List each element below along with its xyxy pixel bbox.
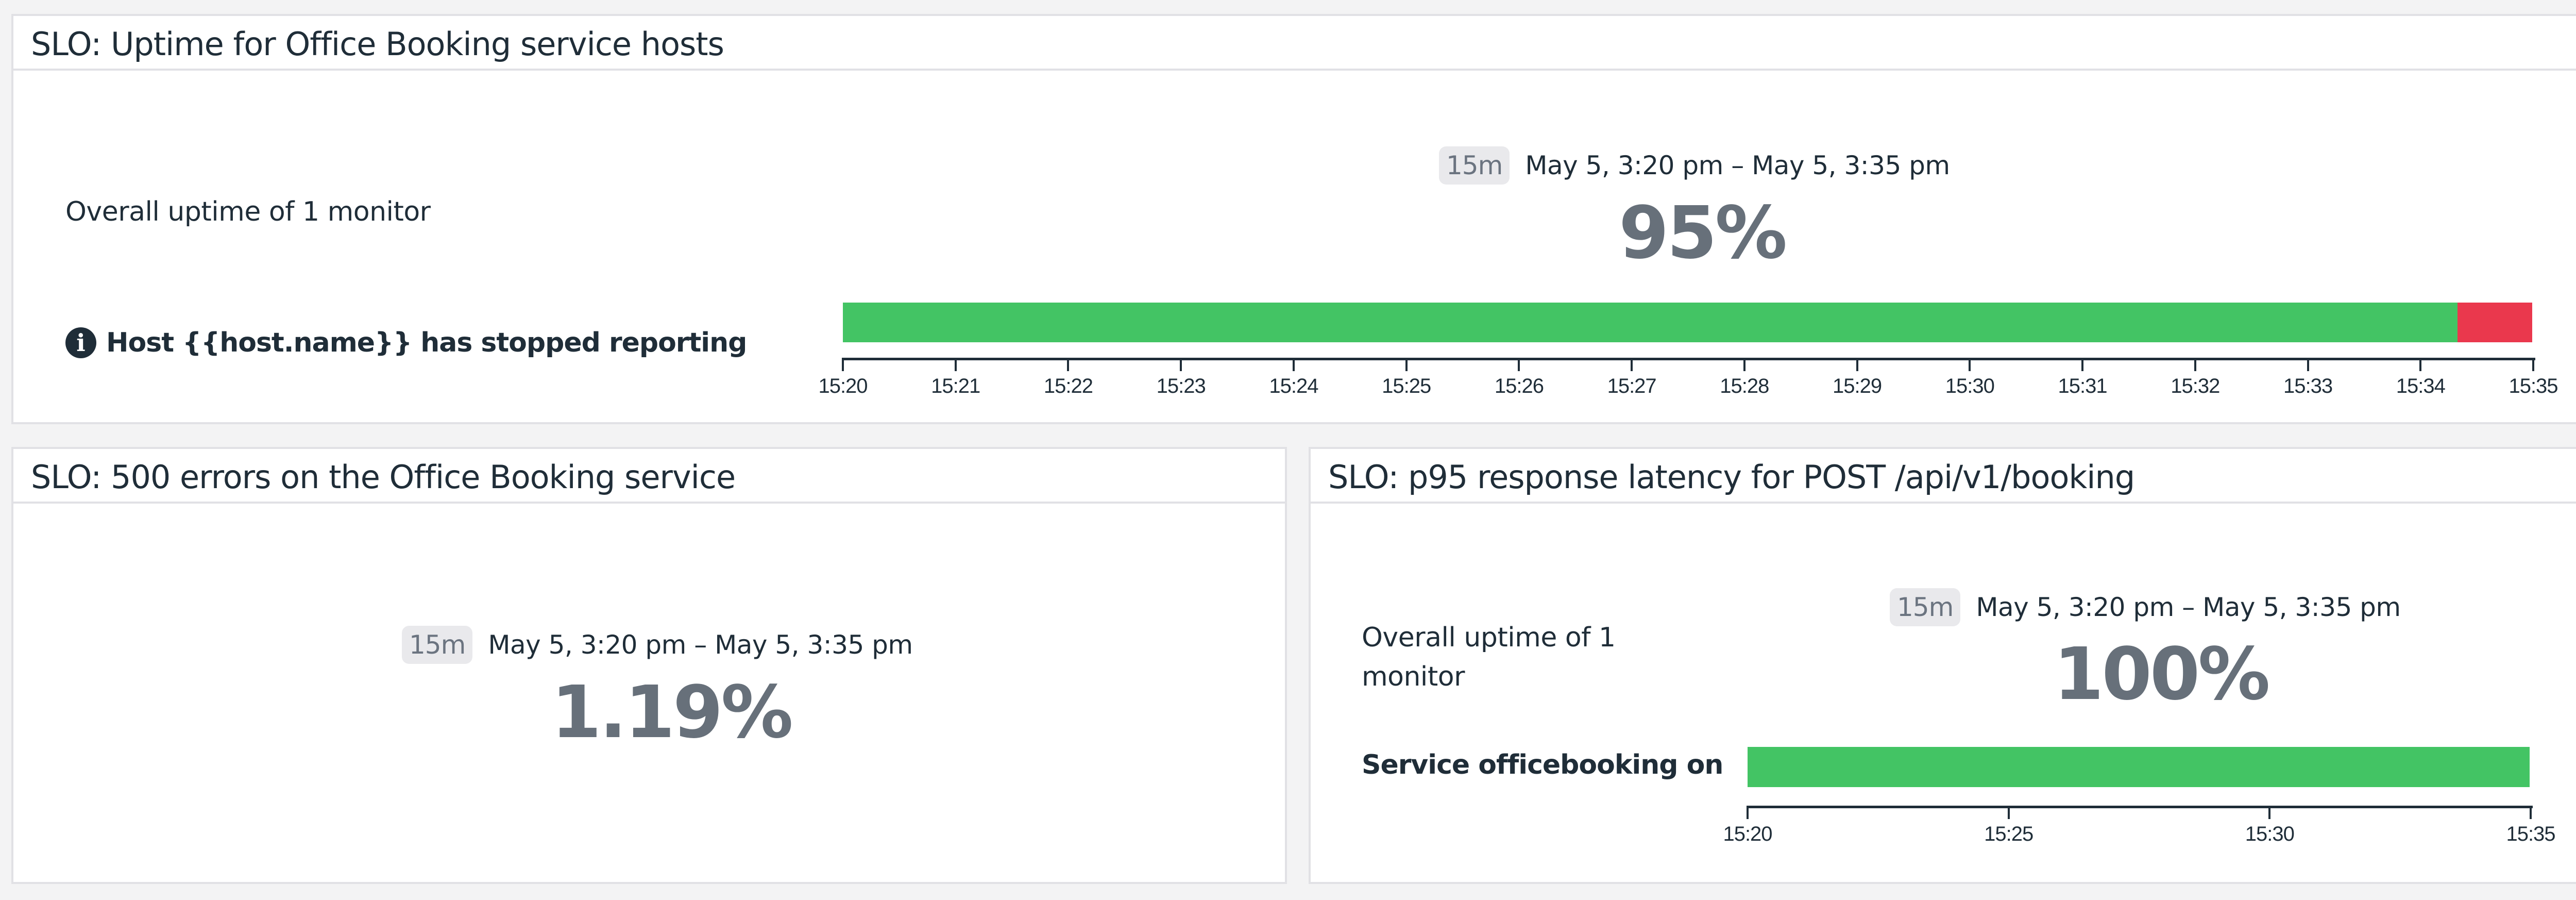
axis-tick-label: 15:25 (1984, 823, 2033, 845)
time-range-text: May 5, 3:20 pm – May 5, 3:35 pm (488, 630, 913, 660)
info-circle-icon: i (65, 327, 96, 358)
summary-label-line1: Overall uptime of 1 (1362, 622, 1616, 653)
axis-tick-label: 15:20 (1723, 823, 1772, 845)
axis-tick (2081, 358, 2084, 371)
axis-tick-label: 15:31 (2058, 375, 2108, 397)
time-range: 15m May 5, 3:20 pm – May 5, 3:35 pm (1890, 588, 2401, 626)
uptime-bar[interactable] (1748, 747, 2530, 787)
axis-tick (1747, 806, 1749, 819)
summary-label: Overall uptime of 1 monitor (65, 196, 431, 227)
axis-tick-label: 15:22 (1043, 375, 1093, 397)
axis-tick (1518, 358, 1520, 371)
axis-tick (954, 358, 957, 371)
axis-tick-label: 15:29 (1833, 375, 1882, 397)
axis-tick-label: 15:30 (1945, 375, 1995, 397)
axis-tick (2007, 806, 2010, 819)
summary-label-line2: monitor (1362, 661, 1465, 692)
axis-tick (2268, 806, 2271, 819)
axis-tick-label: 15:28 (1720, 375, 1769, 397)
widget-title: SLO: p95 response latency for POST /api/… (1328, 458, 2135, 496)
time-window-badge: 15m (402, 626, 473, 664)
axis-tick-label: 15:35 (2506, 823, 2555, 845)
slo-widget-uptime[interactable]: SLO: Uptime for Office Booking service h… (11, 14, 2576, 424)
time-window-badge: 15m (1439, 146, 1510, 185)
axis-tick-label: 15:25 (1382, 375, 1431, 397)
time-axis (1747, 806, 2533, 808)
time-range-text: May 5, 3:20 pm – May 5, 3:35 pm (1976, 592, 2401, 622)
axis-tick-label: 15:33 (2283, 375, 2333, 397)
axis-tick (1969, 358, 1971, 371)
axis-tick-label: 15:35 (2509, 375, 2558, 397)
slo-widget-p95-latency[interactable]: SLO: p95 response latency for POST /api/… (1309, 447, 2576, 884)
axis-tick (842, 358, 844, 371)
widget-title: SLO: 500 errors on the Office Booking se… (31, 458, 736, 496)
monitor-name-link[interactable]: Service officebooking on (1362, 749, 1723, 780)
axis-tick-label: 15:30 (2245, 823, 2295, 845)
axis-tick (1067, 358, 1070, 371)
widget-title: SLO: Uptime for Office Booking service h… (31, 25, 724, 63)
uptime-segment-down[interactable] (2458, 303, 2532, 342)
axis-tick-label: 15:32 (2171, 375, 2220, 397)
axis-tick (1743, 358, 1745, 371)
axis-tick-label: 15:26 (1494, 375, 1544, 397)
uptime-bar[interactable] (843, 303, 2532, 342)
slo-value: 100% (2054, 632, 2270, 716)
axis-tick-label: 15:21 (931, 375, 980, 397)
slo-value: 1.19% (551, 671, 793, 755)
time-range-text: May 5, 3:20 pm – May 5, 3:35 pm (1525, 151, 1950, 180)
axis-tick-label: 15:23 (1156, 375, 1206, 397)
axis-tick (2419, 358, 2422, 371)
time-range: 15m May 5, 3:20 pm – May 5, 3:35 pm (402, 626, 913, 664)
axis-tick (1405, 358, 1408, 371)
uptime-segment-ok[interactable] (1748, 747, 2530, 787)
time-axis (842, 358, 2535, 360)
monitor-name-link[interactable]: Host {{host.name}} has stopped reporting (106, 327, 747, 358)
time-range: 15m May 5, 3:20 pm – May 5, 3:35 pm (1439, 146, 1950, 185)
axis-tick (2194, 358, 2196, 371)
widget-header: SLO: Uptime for Office Booking service h… (13, 16, 2576, 71)
uptime-segment-ok[interactable] (843, 303, 2458, 342)
axis-tick-label: 15:20 (818, 375, 868, 397)
axis-tick-label: 15:24 (1269, 375, 1318, 397)
time-window-badge: 15m (1890, 588, 1961, 626)
axis-tick (1631, 358, 1633, 371)
axis-tick-label: 15:27 (1607, 375, 1657, 397)
widget-header: SLO: p95 response latency for POST /api/… (1311, 449, 2576, 504)
axis-tick (2530, 806, 2532, 819)
slo-value: 95% (1619, 191, 1787, 275)
slo-widget-500-errors[interactable]: SLO: 500 errors on the Office Booking se… (11, 447, 1287, 884)
axis-tick-label: 15:34 (2396, 375, 2446, 397)
axis-tick (2307, 358, 2309, 371)
axis-tick (1856, 358, 1858, 371)
axis-tick (1292, 358, 1295, 371)
axis-tick (1180, 358, 1182, 371)
widget-header: SLO: 500 errors on the Office Booking se… (13, 449, 1285, 504)
axis-tick (2532, 358, 2534, 371)
